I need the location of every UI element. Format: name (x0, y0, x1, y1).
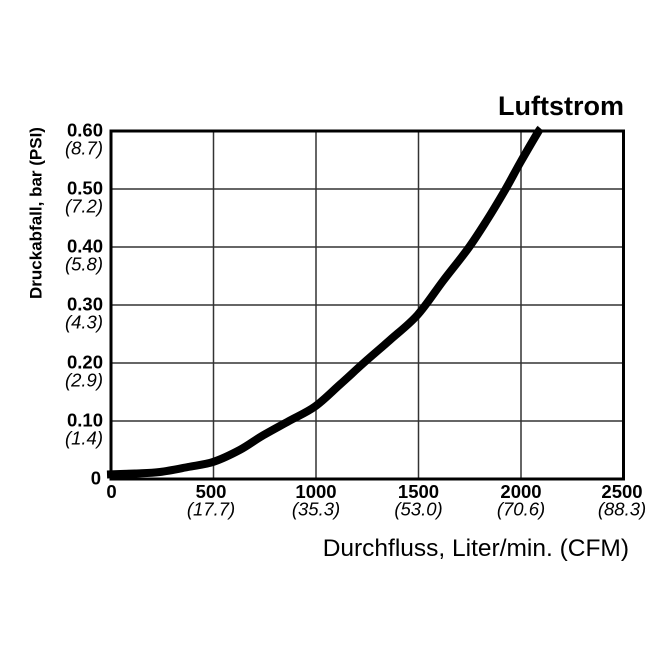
svg-text:(2.9): (2.9) (65, 370, 103, 391)
svg-text:(53.0): (53.0) (394, 499, 442, 520)
svg-text:(8.7): (8.7) (65, 138, 103, 159)
svg-text:(17.7): (17.7) (187, 499, 235, 520)
svg-text:(88.3): (88.3) (598, 499, 646, 520)
svg-text:(35.3): (35.3) (292, 499, 340, 520)
svg-text:0.10: 0.10 (67, 410, 103, 431)
svg-text:0: 0 (91, 468, 101, 489)
svg-text:2000: 2000 (500, 481, 541, 502)
svg-text:500: 500 (196, 481, 227, 502)
svg-text:0.30: 0.30 (67, 294, 103, 315)
svg-text:0: 0 (106, 481, 116, 502)
svg-text:2500: 2500 (601, 481, 642, 502)
svg-text:(70.6): (70.6) (497, 499, 545, 520)
svg-text:(4.3): (4.3) (65, 312, 103, 333)
svg-text:Druckabfall, bar (PSI): Druckabfall, bar (PSI) (27, 127, 46, 299)
svg-text:Luftstrom: Luftstrom (498, 91, 624, 121)
svg-text:(5.8): (5.8) (65, 254, 103, 275)
svg-text:0.50: 0.50 (67, 178, 103, 199)
svg-text:(1.4): (1.4) (65, 428, 103, 449)
svg-text:0.60: 0.60 (67, 120, 103, 141)
svg-text:1000: 1000 (295, 481, 336, 502)
svg-text:1500: 1500 (398, 481, 439, 502)
svg-text:0.40: 0.40 (67, 236, 103, 257)
svg-text:0.20: 0.20 (67, 352, 103, 373)
svg-text:(7.2): (7.2) (65, 196, 103, 217)
svg-text:Durchfluss, Liter/min. (CFM): Durchfluss, Liter/min. (CFM) (323, 535, 629, 562)
